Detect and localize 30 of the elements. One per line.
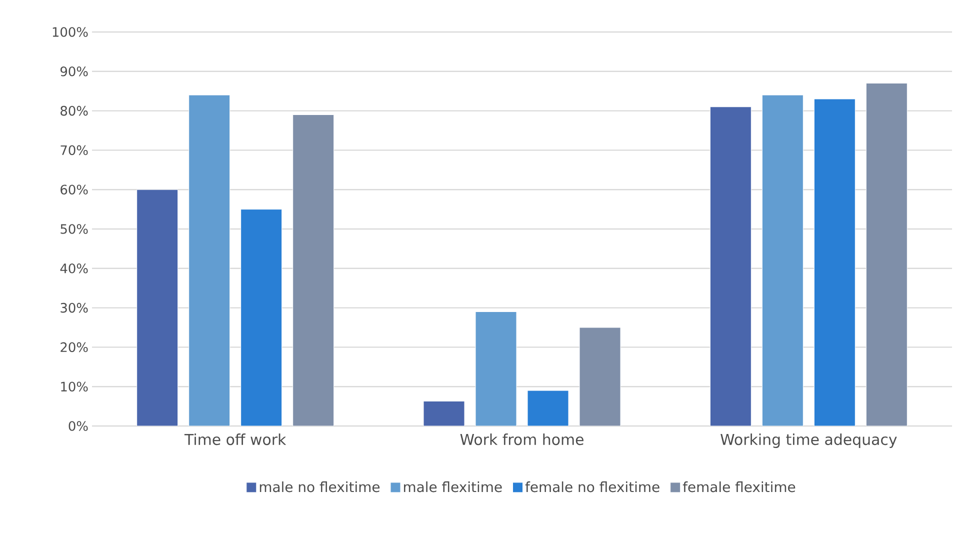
legend-label: female no flexitime [525, 481, 660, 492]
x-tick-label: Working time adequacy [720, 434, 897, 448]
legend-label: male flexitime [404, 481, 502, 492]
y-tick-label: 70% [60, 145, 88, 156]
bar [188, 94, 230, 426]
y-tick-label: 90% [60, 66, 88, 76]
y-tick-label: 80% [60, 106, 88, 116]
bar [762, 94, 804, 426]
y-tick-label: 0% [68, 421, 88, 431]
y-tick-label: 20% [60, 342, 88, 352]
legend-label: female flexitime [682, 481, 796, 492]
bar [579, 327, 621, 426]
bar [423, 400, 465, 426]
x-tick-label: Time off work [184, 434, 286, 446]
bar [292, 114, 334, 426]
y-tick-label: 60% [60, 184, 88, 194]
bar [475, 311, 517, 426]
x-tick-label: Work from home [460, 434, 584, 446]
bar [240, 209, 282, 426]
y-tick-label: 50% [60, 224, 88, 234]
bar [814, 98, 856, 426]
bar [710, 106, 752, 426]
y-tick-label: 30% [60, 302, 88, 313]
y-tick-label: 100% [52, 27, 88, 37]
y-tick-label: 10% [61, 382, 88, 392]
bar [136, 189, 178, 426]
legend-label: male no flexitime [260, 481, 380, 492]
bar [527, 390, 569, 426]
bar [866, 82, 908, 426]
y-tick-label: 40% [60, 264, 88, 274]
